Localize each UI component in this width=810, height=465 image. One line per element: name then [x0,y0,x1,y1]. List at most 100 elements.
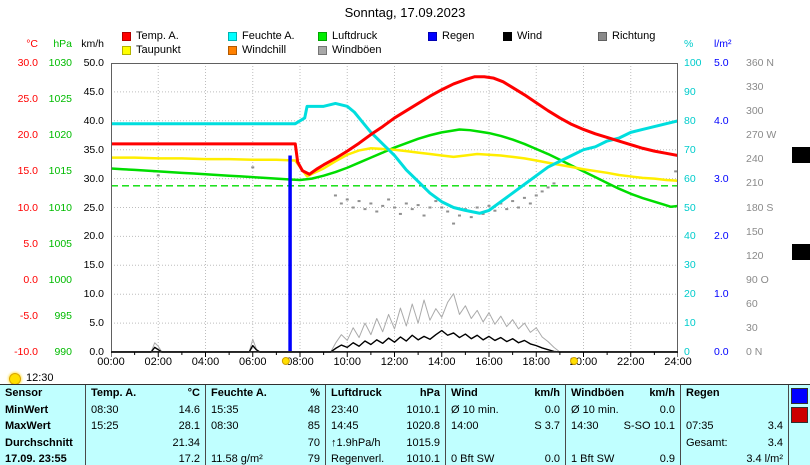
legend-swatch-icon [503,31,512,41]
x-axis-tick: 24:00 [664,356,692,368]
axis-tick: 30 [746,321,758,334]
axis-tick: 300 [746,105,764,118]
table-cell-windb-en: Ø 10 min. 0.0 [565,401,680,418]
axis-tick: 990 [54,346,72,358]
table-cell-value: 70 [307,436,320,449]
table-cell-info: 23:40 [331,403,359,416]
x-axis-tick: 04:00 [191,356,220,368]
legend-swatch-icon [228,31,237,41]
table-header-name: Temp. A. [91,387,137,400]
legend-swatch-icon [228,45,237,55]
table-cell-windb-en: 1 Bft SW 0.9 [565,451,680,465]
table-cell-wind: 14:00 S 3.7 [445,418,565,435]
table-cell-luftdruck: ↑1.9hPa/h 1015.9 [325,434,445,451]
table-cell-value: 1020.8 [406,420,440,433]
table-side-marker [791,407,808,423]
axis-tick: 90 [684,85,696,98]
table-cell-temp-a: 21.34 [85,434,205,451]
table-cell-value: 1015.9 [406,436,440,449]
table-cell-info: 08:30 [211,420,239,433]
legend-label: Wind [517,30,543,42]
axis-tick: 2.0 [714,230,729,243]
table-cell-info: 11.58 g/m² [211,453,263,465]
sun-marker-icon [570,357,579,365]
table-cell-windb-en: 14:30 S-SO 10.1 [565,418,680,435]
table-header-unit: % [310,387,320,400]
x-axis-tick: 12:00 [380,356,409,368]
axis-tick: 80 [684,114,696,127]
table-cell-value: 3.4 l/m² [746,453,783,465]
table-cell-value: 3.4 [767,420,783,433]
axis-unit-c: °C [26,38,38,50]
axis-tick: 0.0 [23,273,38,286]
table-row-label-cell: MaxWert [0,418,85,435]
axis-tick: 15.0 [83,259,104,272]
axis-tick: 330 [746,81,764,94]
legend-item-feuchte-a: Feuchte A. [228,30,295,42]
table-cell-info: Ø 10 min. [571,403,619,416]
table-header-name: Sensor [5,387,43,400]
legend-item-taupunkt: Taupunkt [122,44,181,56]
table-row-label: Durchschnitt [5,436,73,449]
table-side-marker [791,388,808,404]
axis-unit-: % [684,38,694,50]
table-row-label-cell: 17.09. 23:55 [0,451,85,465]
x-axis-tick: 10:00 [333,356,362,368]
axis-tick: 30.0 [17,57,38,69]
axis-tick: 90 O [746,273,769,286]
table-cell-feuchte-a: 70 [205,434,325,451]
table-header-luftdruck: Luftdruck hPa [325,385,445,402]
axis-tick: 30.0 [83,172,104,185]
table-cell-temp-a: 08:30 14.6 [85,401,205,418]
table-cell-value: 85 [307,420,320,433]
axis-unit-km-h: km/h [81,38,104,50]
table-cell-value: 79 [307,453,320,465]
legend-item-windchill: Windchill [228,44,286,56]
axis-tick: 1.0 [714,288,729,301]
table-cell-info: Gesamt: [686,436,728,449]
table-cell-regen [680,401,788,418]
axis-tick: 120 [746,249,764,262]
table-cell-info: Regenverl. [331,453,385,465]
table-row-label-cell: MinWert [0,402,85,419]
table-strip [788,451,810,465]
axis-tick: 50.0 [83,57,104,69]
table-header-strip [788,385,810,402]
table-strip [788,418,810,435]
axis-tick: 240 [746,153,764,166]
axis-tick: 10 [684,317,696,330]
table-cell-info: 1 Bft SW [571,453,615,465]
table-row-label: MinWert [5,403,49,416]
axis-tick: 1000 [48,273,72,286]
table-strip [788,401,810,418]
axis-tick: 360 N [746,57,775,69]
table-header-feuchte-a: Feuchte A.% [205,385,325,402]
table-cell-regen: 07:35 3.4 [680,418,788,435]
axis-tick: 4.0 [714,114,729,127]
table-row-label: 17.09. 23:55 [5,453,67,465]
table-row: MaxWert 15:25 28.1 08:30 85 14:45 1020.8 14:00 S… [0,418,810,435]
axis-tick: 20 [684,288,696,301]
table-cell-value: 28.1 [178,420,200,433]
table-cell-info: 14:00 [451,420,479,433]
legend-item-richtung: Richtung [598,30,655,42]
table-cell-wind [445,434,565,451]
table-cell-value: S-SO 10.1 [623,420,675,433]
axis-tick: 25.0 [83,201,104,214]
legend-swatch-icon [318,45,327,55]
table-row: Sensor Temp. A. °C Feuchte A.% Luftdruck hPa W… [0,385,810,402]
table-header-name: Feuchte A. [211,387,267,400]
legend-label: Windchill [242,44,287,56]
day-length: 12:30 [26,372,54,384]
axis-tick: 5.0 [23,237,38,250]
axis-tick: 50 [684,201,696,214]
table-cell-temp-a: 15:25 28.1 [85,418,205,435]
x-axis-tick: 08:00 [286,356,314,368]
table-header-unit: °C [187,387,200,400]
axis-tick: 0.0 [714,346,729,358]
weather-chart[interactable] [111,63,678,370]
table-cell-value: 14.6 [178,403,200,416]
x-axis-tick: 14:00 [427,356,456,368]
table-header-name: Windböen [571,387,625,400]
axis-unit-l-m: l/m² [714,38,732,50]
